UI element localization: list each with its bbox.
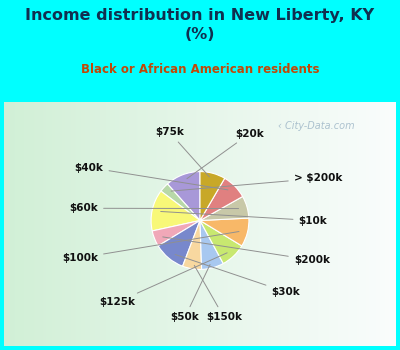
Text: ‹ City-Data.com: ‹ City-Data.com: [278, 121, 355, 131]
Wedge shape: [152, 220, 200, 246]
Text: > $200k: > $200k: [171, 173, 342, 191]
Text: $150k: $150k: [194, 265, 242, 322]
Wedge shape: [200, 178, 243, 220]
Text: $200k: $200k: [163, 237, 330, 265]
Wedge shape: [161, 184, 200, 220]
Text: $60k: $60k: [69, 203, 238, 213]
Text: Income distribution in New Liberty, KY
(%): Income distribution in New Liberty, KY (…: [26, 8, 374, 42]
Wedge shape: [200, 220, 242, 264]
Text: Black or African American residents: Black or African American residents: [81, 63, 319, 76]
Text: $10k: $10k: [161, 211, 327, 225]
Text: $30k: $30k: [175, 254, 300, 297]
Wedge shape: [200, 196, 249, 220]
Wedge shape: [200, 218, 249, 246]
Wedge shape: [158, 220, 200, 266]
Text: $100k: $100k: [62, 231, 239, 263]
Wedge shape: [200, 172, 225, 220]
Wedge shape: [182, 220, 202, 270]
Text: $125k: $125k: [100, 253, 227, 307]
Text: $75k: $75k: [155, 127, 210, 177]
Wedge shape: [168, 172, 200, 220]
Text: $50k: $50k: [171, 265, 210, 322]
Text: $40k: $40k: [75, 162, 228, 190]
Wedge shape: [200, 220, 223, 270]
Text: $20k: $20k: [187, 128, 264, 178]
Wedge shape: [151, 191, 200, 231]
